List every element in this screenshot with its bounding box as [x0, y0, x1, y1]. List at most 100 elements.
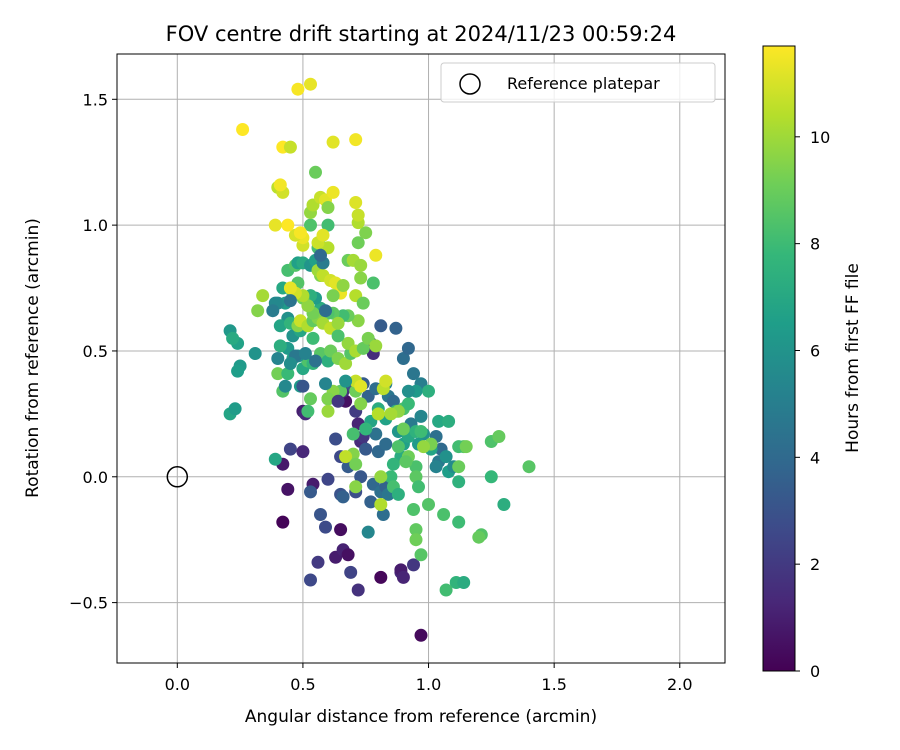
scatter-point: [389, 321, 403, 335]
x-tick-label: 0.0: [165, 675, 190, 694]
scatter-point: [356, 296, 370, 310]
scatter-point: [384, 470, 398, 484]
scatter-point: [442, 414, 456, 428]
scatter-point: [374, 570, 388, 584]
scatter-point: [309, 354, 322, 368]
scatter-point: [329, 432, 343, 446]
scatter-point: [351, 583, 365, 597]
scatter-point: [401, 397, 415, 411]
scatter-point: [386, 457, 400, 471]
scatter-point: [452, 460, 466, 474]
scatter-point: [354, 258, 368, 272]
scatter-point: [414, 409, 428, 423]
x-tick-label: 2.0: [667, 675, 692, 694]
scatter-point: [319, 304, 332, 318]
scatter-point: [409, 533, 423, 547]
scatter-point: [351, 314, 365, 328]
scatter-point: [417, 440, 430, 454]
scatter-point: [319, 520, 332, 534]
scatter-point: [293, 226, 307, 240]
scatter-point: [374, 319, 388, 333]
legend-box: [440, 62, 716, 103]
x-axis-ticks: 0.0 0.5 1.0 1.5 2.0: [165, 663, 693, 694]
scatter-point: [321, 392, 335, 406]
scatter-point: [369, 248, 383, 262]
scatter-point: [326, 185, 340, 199]
scatter-point: [374, 470, 388, 484]
scatter-point: [484, 470, 498, 484]
scatter-point: [283, 442, 297, 456]
scatter-point: [376, 508, 390, 521]
scatter-point: [414, 548, 428, 562]
scatter-point: [231, 364, 245, 378]
scatter-point: [309, 165, 322, 179]
scatter-point: [439, 583, 453, 597]
scatter-point: [321, 404, 335, 418]
scatter-point: [273, 339, 287, 353]
scatter-point: [271, 352, 285, 365]
scatter-point: [409, 523, 423, 537]
scatter-point: [359, 442, 373, 456]
scatter-point: [326, 289, 340, 303]
y-axis-label: Rotation from reference (arcmin): [23, 218, 43, 498]
scatter-point: [304, 485, 317, 499]
scatter-point: [522, 460, 536, 474]
scatter-point: [407, 503, 420, 516]
scatter-point: [281, 367, 295, 381]
scatter-point: [396, 422, 410, 436]
scatter-point: [283, 140, 297, 154]
scatter-point: [391, 487, 405, 501]
scatter-point: [278, 379, 292, 393]
scatter-point: [341, 548, 355, 562]
scatter-point: [452, 475, 466, 489]
scatter-point: [226, 331, 240, 345]
scatter-point: [497, 498, 511, 511]
scatter-point: [349, 480, 363, 494]
scatter-point: [396, 352, 410, 365]
scatter-point: [251, 304, 265, 318]
scatter-point: [298, 347, 312, 360]
plot-area: [117, 54, 725, 663]
scatter-point: [321, 354, 335, 368]
scatter-point: [336, 279, 350, 292]
reference-point: [166, 466, 189, 488]
scatter-point: [344, 565, 358, 579]
scatter-point: [391, 440, 405, 454]
scatter-point: [492, 430, 506, 443]
scatter-point: [304, 218, 317, 232]
scatter-point: [366, 276, 380, 290]
scatter-point: [412, 480, 425, 494]
scatter-point: [409, 460, 423, 474]
scatter-point: [236, 123, 250, 136]
scatter-point: [291, 82, 305, 96]
scatter-point: [452, 515, 466, 529]
scatter-point: [326, 135, 340, 149]
colorbar-tick-label: 0: [810, 662, 820, 681]
scatter-point: [276, 515, 290, 529]
scatter-point: [321, 218, 335, 232]
scatter-point: [371, 407, 385, 421]
scatter-point: [354, 470, 368, 484]
scatter-point: [283, 281, 297, 295]
scatter-point: [319, 377, 332, 391]
scatter-point: [321, 201, 335, 214]
scatter-point: [399, 455, 413, 469]
x-tick-label: 0.5: [290, 675, 315, 694]
scatter-point: [354, 379, 368, 393]
scatter-point: [401, 384, 415, 398]
scatter-point: [472, 530, 486, 544]
scatter-point: [379, 374, 393, 388]
y-tick-label: 0.5: [83, 342, 108, 361]
scatter-point: [429, 460, 443, 474]
scatter-point: [349, 133, 363, 147]
scatter-point: [228, 402, 242, 416]
scatter-point: [369, 427, 383, 441]
legend-marker: [459, 73, 481, 95]
colorbar-tick-label: 4: [810, 448, 820, 467]
scatter-point: [386, 394, 400, 408]
scatter-points: [223, 77, 536, 642]
scatter-point: [369, 339, 383, 353]
y-axis-ticks: −0.5 0.0 0.5 1.0 1.5: [69, 90, 117, 613]
scatter-point: [281, 482, 295, 496]
